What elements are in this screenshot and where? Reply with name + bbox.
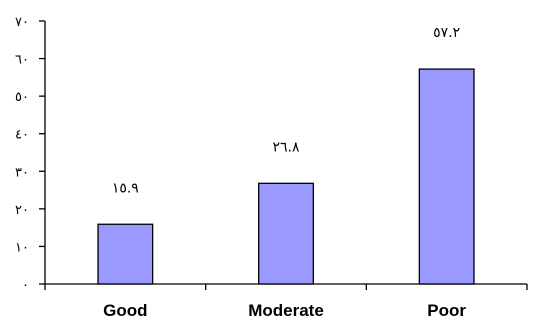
bar	[418, 68, 475, 285]
y-tick-label: ٠	[22, 278, 29, 293]
y-tick-label: ٤٠	[15, 128, 29, 143]
category-label: Moderate	[248, 301, 324, 320]
y-tick-label: ٧٠	[15, 15, 29, 30]
y-tick-label: ٦٠	[15, 53, 29, 68]
y-tick-label: ١٠	[15, 240, 29, 255]
y-tick-label: ٥٠	[15, 90, 29, 105]
data-labels: ١٥.٩ ٢٦.٨ ٥٧.٢	[112, 25, 460, 196]
category-label: Good	[103, 301, 147, 320]
y-tick-label: ٢٠	[15, 203, 29, 218]
bar	[258, 182, 314, 285]
y-axis: ٠ ١٠ ٢٠ ٣٠ ٤٠ ٥٠ ٦٠ ٧٠	[15, 15, 46, 293]
data-label: ٥٧.٢	[433, 25, 460, 41]
x-axis	[44, 283, 528, 290]
data-label: ٢٦.٨	[272, 139, 299, 155]
category-label: Poor	[427, 301, 466, 320]
bars	[97, 68, 475, 285]
category-labels: Good Moderate Poor	[103, 301, 466, 320]
bar	[97, 223, 154, 285]
data-label: ١٥.٩	[112, 180, 139, 196]
y-tick-label: ٣٠	[15, 165, 29, 180]
